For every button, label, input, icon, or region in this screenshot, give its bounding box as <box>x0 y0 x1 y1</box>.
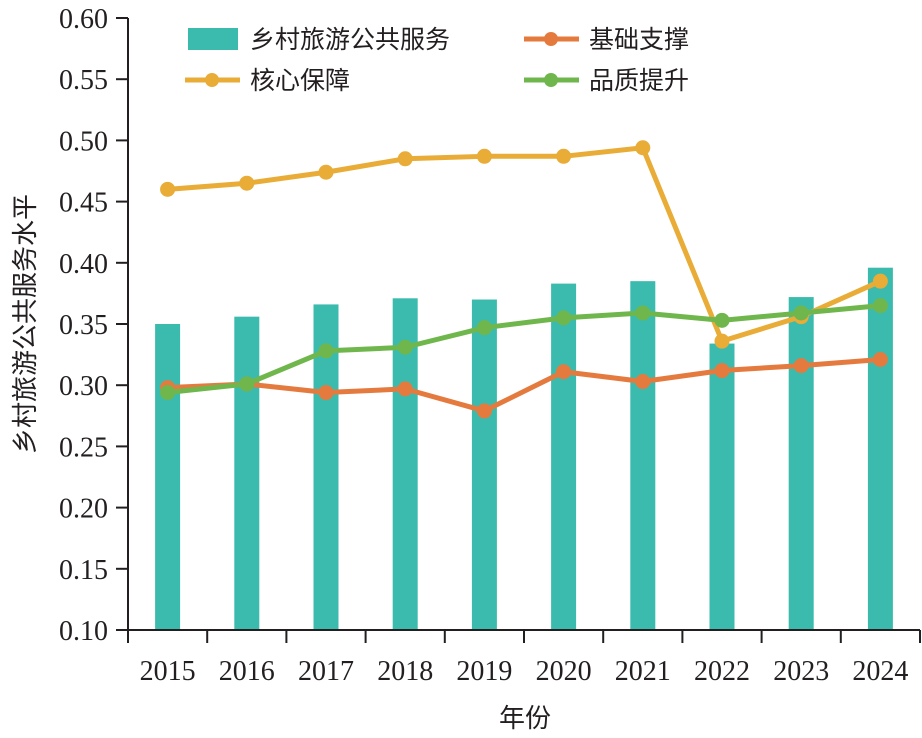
series-point-1-2018 <box>397 381 413 397</box>
series-point-3-2024 <box>872 298 888 314</box>
x-tick-label: 2019 <box>456 656 512 687</box>
legend-swatch-marker <box>544 73 558 87</box>
series-point-3-2017 <box>318 343 334 359</box>
series-point-1-2024 <box>872 351 888 367</box>
y-tick-label: 0.55 <box>59 65 108 96</box>
x-tick-label: 2023 <box>773 656 829 687</box>
series-point-3-2023 <box>793 305 809 321</box>
y-tick-label: 0.50 <box>59 126 108 157</box>
bar-2020 <box>551 283 577 630</box>
y-tick-label: 0.30 <box>59 371 108 402</box>
legend-label: 品质提升 <box>589 66 689 95</box>
y-tick-label: 0.25 <box>59 432 108 463</box>
series-point-3-2020 <box>556 310 572 326</box>
x-tick-label: 2022 <box>694 656 750 687</box>
series-point-3-2022 <box>714 312 730 328</box>
legend-swatch-marker <box>544 32 558 46</box>
series-point-2-2017 <box>318 164 334 180</box>
y-tick-label: 0.15 <box>59 555 108 586</box>
bar-2017 <box>313 304 339 630</box>
x-tick-label: 2018 <box>377 656 433 687</box>
bar-2022 <box>709 343 735 630</box>
bar-2019 <box>471 299 497 630</box>
series-point-1-2019 <box>476 403 492 419</box>
series-point-2-2016 <box>239 175 255 191</box>
bar-2024 <box>867 267 893 630</box>
bar-2021 <box>630 281 656 630</box>
y-tick-label: 0.20 <box>59 494 108 525</box>
legend-swatch-bar <box>188 28 238 50</box>
series-point-3-2016 <box>239 376 255 392</box>
bar-2023 <box>788 297 814 630</box>
series-point-2-2020 <box>556 148 572 164</box>
series-point-1-2020 <box>556 364 572 380</box>
bar-2016 <box>234 316 260 630</box>
series-line-2 <box>167 145 882 344</box>
series-point-1-2022 <box>714 363 730 379</box>
x-axis-title: 年份 <box>499 704 551 734</box>
lines-layer <box>160 140 888 419</box>
series-point-2-2022 <box>714 333 730 349</box>
series-line-1 <box>167 357 881 414</box>
x-tick-label: 2015 <box>140 656 196 687</box>
legend-swatch-marker <box>205 73 219 87</box>
series-point-1-2023 <box>793 358 809 374</box>
y-tick-label: 0.35 <box>59 310 108 341</box>
y-tick-label: 0.10 <box>59 616 108 647</box>
series-point-3-2019 <box>476 320 492 336</box>
legend-label: 基础支撑 <box>589 25 689 54</box>
y-tick-label: 0.60 <box>59 4 108 35</box>
series-point-3-2018 <box>397 339 413 355</box>
x-tick-label: 2021 <box>615 656 671 687</box>
series-point-2-2018 <box>397 151 413 167</box>
y-tick-label: 0.40 <box>59 249 108 280</box>
x-tick-label: 2017 <box>298 656 354 687</box>
x-tick-label: 2016 <box>219 656 275 687</box>
bars-layer <box>155 267 893 630</box>
series-point-2-2021 <box>635 140 651 156</box>
legend-label: 核心保障 <box>250 66 350 95</box>
y-axis-title: 乡村旅游公共服务水平 <box>11 194 41 454</box>
legend-label: 乡村旅游公共服务 <box>250 25 450 54</box>
bar-2015 <box>155 324 181 630</box>
series-point-1-2017 <box>318 385 334 401</box>
series-point-1-2021 <box>635 374 651 390</box>
y-tick-label: 0.45 <box>59 188 108 219</box>
series-point-2-2015 <box>160 181 176 197</box>
series-point-3-2015 <box>160 385 176 401</box>
series-point-2-2024 <box>872 273 888 289</box>
x-tick-label: 2020 <box>536 656 592 687</box>
series-point-3-2021 <box>635 305 651 321</box>
series-line-3 <box>167 303 881 396</box>
axes: 0.10 0.15 0.20 0.25 0.30 0.35 0.40 0.45 0.50 0.55… <box>59 4 921 687</box>
series-point-2-2019 <box>476 148 492 164</box>
x-tick-label: 2024 <box>852 656 908 687</box>
